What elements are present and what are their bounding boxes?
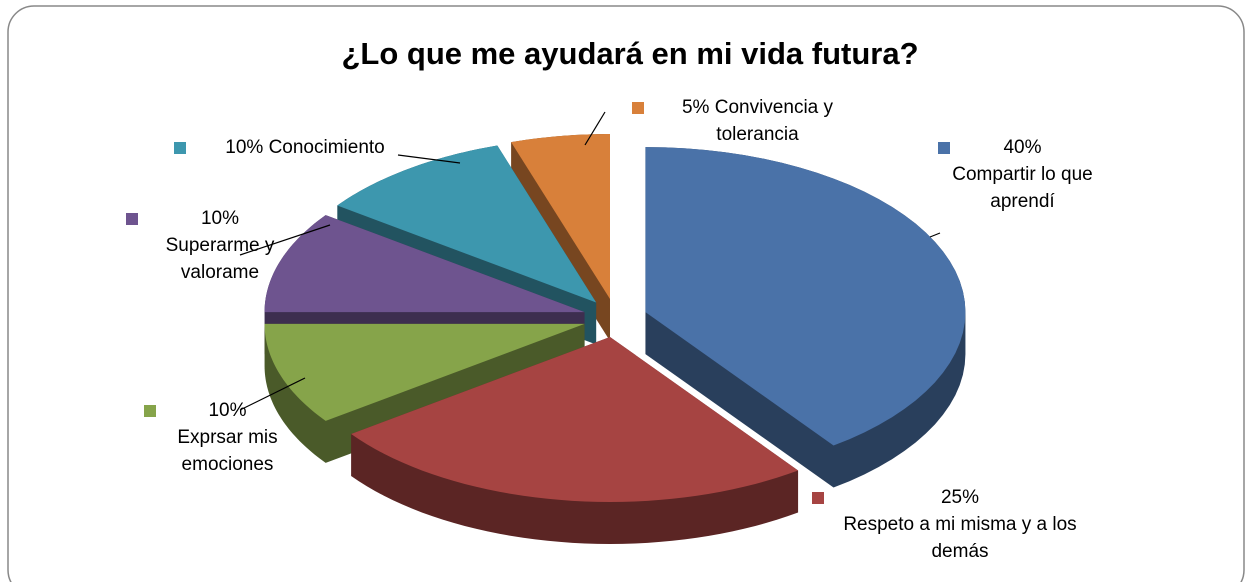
- leader-line: [397, 154, 461, 164]
- data-label: 10% Conocimiento: [174, 134, 420, 161]
- category-label: Superarme y valorame: [165, 235, 275, 283]
- chart-title: ¿Lo que me ayudará en mi vida futura?: [341, 36, 918, 71]
- category-label: Respeto a mi misma y a los demás: [843, 514, 1077, 562]
- data-label: 25% Respeto a mi misma y a los demás: [812, 484, 1090, 565]
- slice: [264, 215, 585, 313]
- data-label: 10% Superarme y valorame: [126, 205, 285, 286]
- value-label: 10%: [200, 208, 240, 229]
- leader-line: [929, 232, 941, 238]
- legend-swatch: [174, 142, 186, 154]
- category-label: Compartir lo que aprendí: [952, 164, 1093, 212]
- value-label: 5%: [681, 97, 710, 118]
- legend-swatch: [938, 142, 950, 154]
- leader-line: [239, 224, 331, 256]
- slice: [264, 323, 585, 421]
- slice: [511, 134, 610, 300]
- category-label: Convivencia y tolerancia: [714, 97, 834, 145]
- leader-line: [239, 377, 306, 411]
- slice: [337, 145, 597, 303]
- legend-swatch: [144, 405, 156, 417]
- data-label: 40% Compartir lo que aprendí: [938, 134, 1095, 215]
- legend-swatch: [812, 492, 824, 504]
- category-label: Conocimiento: [268, 137, 385, 158]
- data-label: 10% Exprsar mis emociones: [144, 397, 285, 478]
- value-label: 10%: [225, 137, 264, 158]
- value-label: 40%: [1003, 137, 1042, 158]
- category-label: Exprsar mis emociones: [177, 427, 278, 475]
- value-label: 25%: [940, 487, 980, 508]
- slice: [645, 147, 966, 446]
- legend-swatch: [126, 213, 138, 225]
- leader-line: [584, 111, 606, 146]
- slice: [351, 336, 799, 502]
- legend-swatch: [632, 102, 644, 114]
- data-label: 5% Convivencia y tolerancia: [632, 94, 875, 148]
- value-label: 10%: [208, 400, 247, 421]
